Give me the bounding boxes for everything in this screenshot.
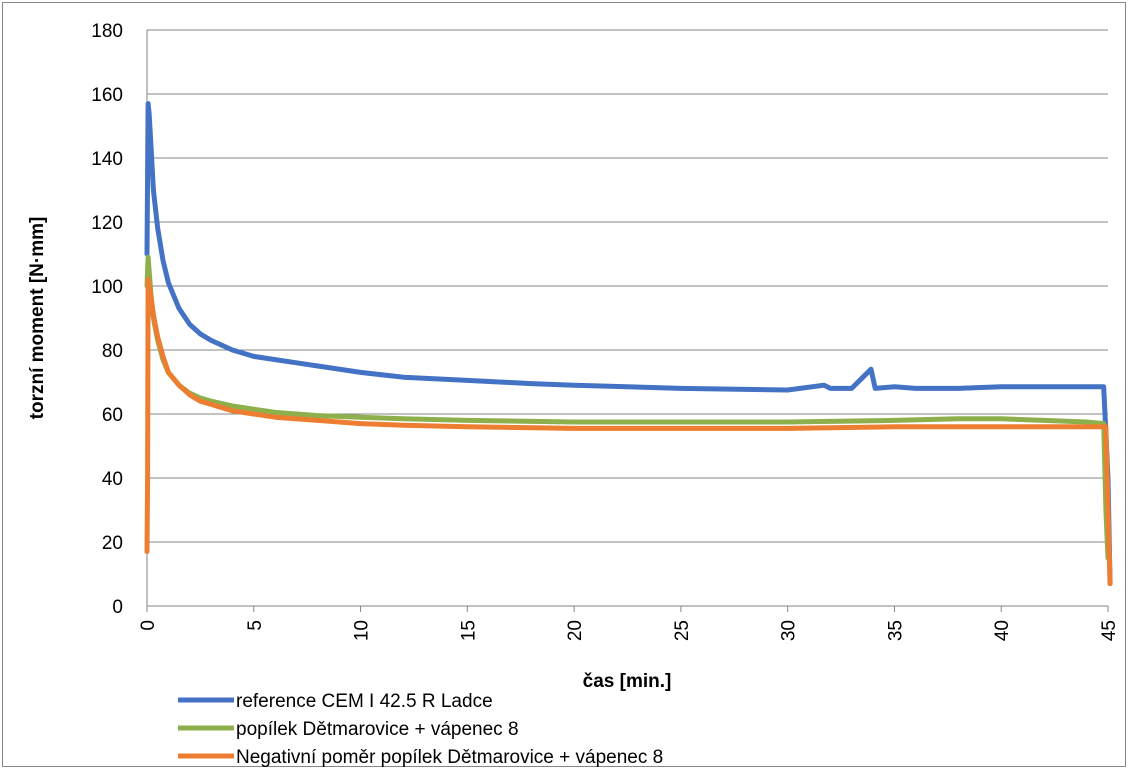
series-line-1 <box>144 101 1113 587</box>
y-tick-label: 40 <box>102 469 123 490</box>
legend-label-2: popílek Dětmarovice + vápenec 8 <box>236 719 519 740</box>
legend-label-1: reference CEM I 42.5 R Ladce <box>236 691 493 712</box>
x-tick-label: 15 <box>458 620 479 641</box>
y-tick-label: 120 <box>91 213 123 234</box>
y-tick-label: 180 <box>91 21 123 42</box>
x-tick-label: 45 <box>1099 620 1120 641</box>
y-tick-labels: 0 20 40 60 80 100 120 140 160 180 <box>91 21 123 618</box>
x-tick-label: 30 <box>779 620 800 641</box>
grid-lines <box>146 29 1109 612</box>
x-tick-label: 0 <box>138 620 159 631</box>
y-tick-label: 160 <box>91 85 123 106</box>
legend: reference CEM I 42.5 R Ladce popílek Dětm… <box>178 691 663 768</box>
x-tick-label: 40 <box>992 620 1013 641</box>
x-tick-labels: 0 5 10 15 20 25 30 35 40 45 <box>138 620 1120 641</box>
plot-series <box>144 101 1113 587</box>
x-tick-label: 35 <box>885 620 906 641</box>
y-axis-title: torzní moment [N·mm] <box>27 217 48 420</box>
y-tick-label: 80 <box>102 341 123 362</box>
y-tick-label: 140 <box>91 149 123 170</box>
x-axis-title: čas [min.] <box>583 671 672 692</box>
series-line-3 <box>144 277 1113 587</box>
x-tick-label: 20 <box>565 620 586 641</box>
x-tick-label: 5 <box>245 620 266 631</box>
legend-label-3: Negativní poměr popílek Dětmarovice + vá… <box>236 747 663 768</box>
y-tick-label: 0 <box>112 597 123 618</box>
y-tick-label: 20 <box>102 533 123 554</box>
x-tick-label: 10 <box>352 620 373 641</box>
x-tick-label: 25 <box>672 620 693 641</box>
y-tick-label: 100 <box>91 277 123 298</box>
y-tick-label: 60 <box>102 405 123 426</box>
series-line-2 <box>144 254 1111 561</box>
